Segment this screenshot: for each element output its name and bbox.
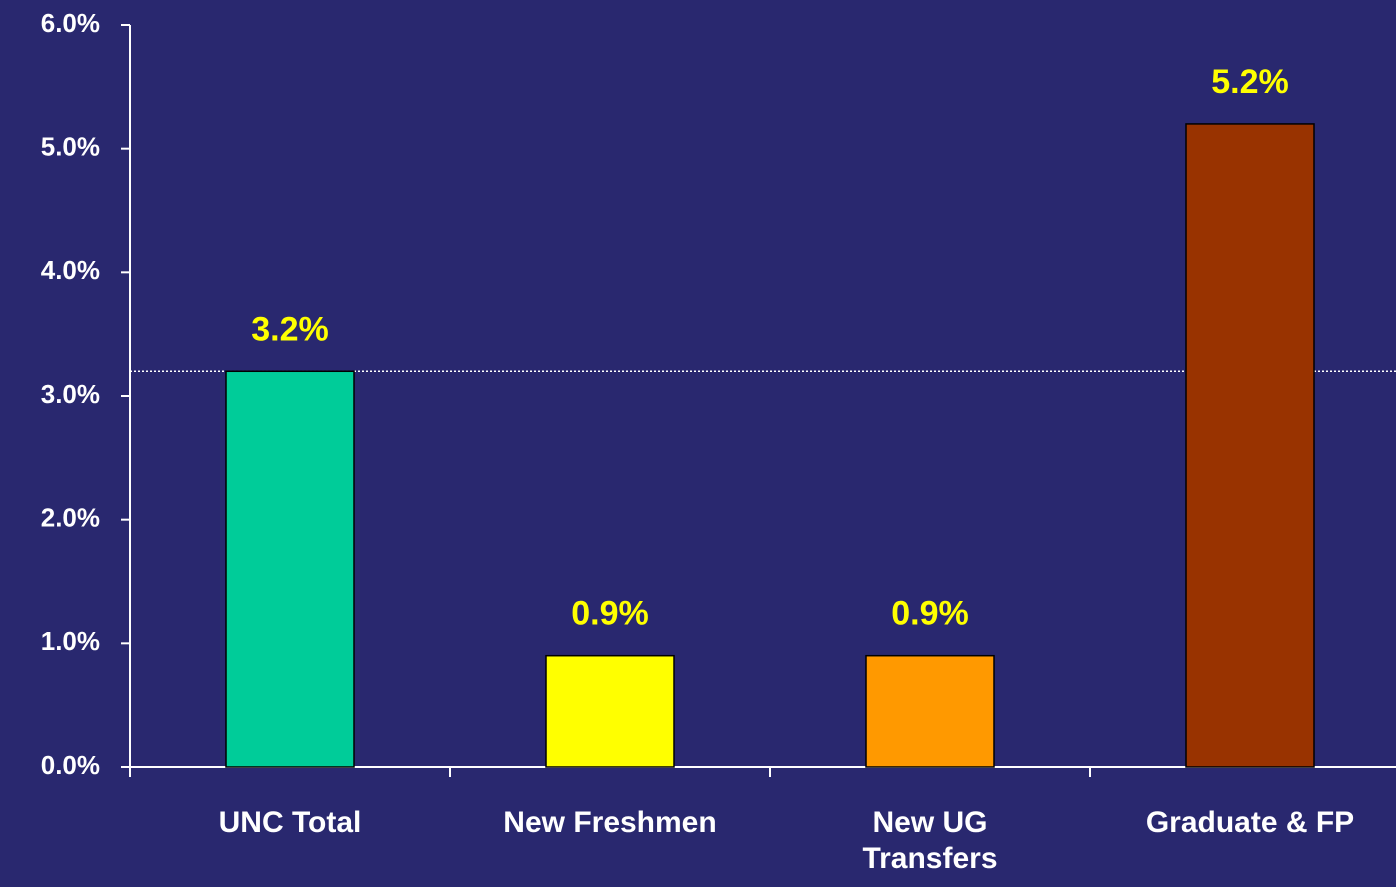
x-tick-label: UNC Total [218, 806, 362, 839]
y-tick-label: 3.0% [41, 379, 100, 409]
y-tick-label: 2.0% [41, 503, 100, 533]
y-tick-label: 0.0% [41, 750, 100, 780]
y-tick-label: 4.0% [41, 255, 100, 285]
bar [225, 370, 355, 768]
y-tick-label: 6.0% [41, 8, 100, 38]
x-tick-label: Graduate & FP [1145, 806, 1355, 839]
bar [1185, 123, 1315, 768]
data-label: 5.2% [1211, 63, 1289, 101]
x-tick-label: New Freshmen [503, 806, 717, 839]
data-label: 0.9% [891, 595, 969, 633]
data-label: 3.2% [251, 310, 329, 348]
y-tick-label: 5.0% [41, 132, 100, 162]
bar [865, 654, 995, 768]
x-tick-label: New UG Transfers [862, 806, 998, 875]
data-label: 0.9% [571, 595, 649, 633]
y-tick-label: 1.0% [41, 626, 100, 656]
bar [545, 654, 675, 768]
